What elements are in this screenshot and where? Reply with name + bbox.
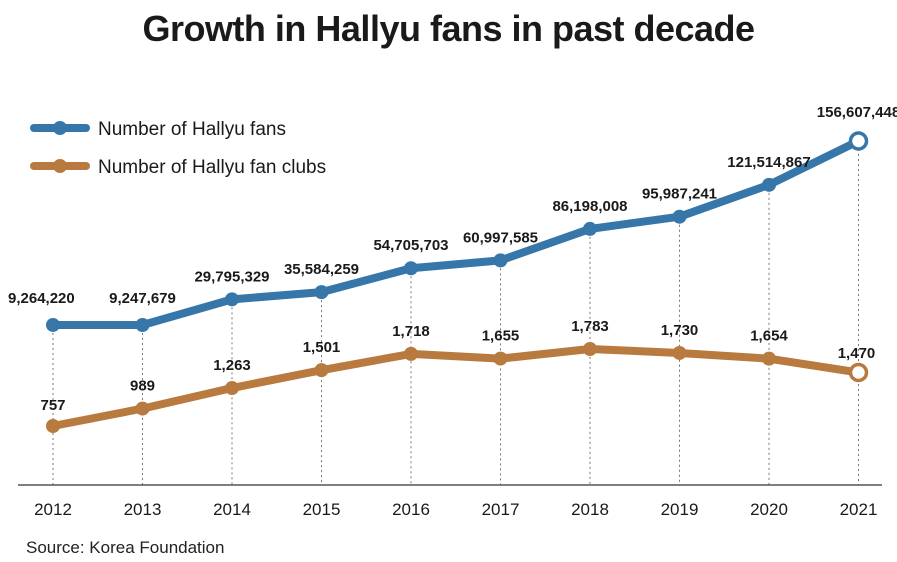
- data-label: 35,584,259: [284, 261, 359, 278]
- data-label: 9,264,220: [8, 290, 75, 307]
- data-labels: 9,264,220 9,247,679 29,795,329 35,584,259 54…: [8, 104, 897, 414]
- legend-swatch-dot: [53, 159, 67, 173]
- data-label: 156,607,448: [817, 104, 897, 121]
- legend-label: Number of Hallyu fan clubs: [98, 157, 326, 178]
- x-tick-label: 2019: [661, 500, 699, 519]
- data-point: [583, 221, 597, 236]
- x-tick-label: 2016: [392, 500, 430, 519]
- data-label: 1,263: [213, 357, 251, 374]
- data-point: [583, 342, 597, 356]
- data-label: 86,198,008: [552, 198, 627, 215]
- data-label: 989: [130, 378, 155, 395]
- data-point: [46, 419, 60, 433]
- legend-label: Number of Hallyu fans: [98, 119, 286, 140]
- x-tick-label: 2012: [34, 500, 72, 519]
- data-point: [404, 261, 418, 276]
- data-label: 121,514,867: [727, 154, 810, 171]
- data-point: [46, 317, 60, 332]
- series-lines: [49, 137, 863, 430]
- legend-swatch-dot: [53, 121, 67, 135]
- line-chart: 2012 2013 2014 2015 2016 2017 2018 2019 2020 2021…: [8, 104, 897, 519]
- data-point: [762, 177, 776, 192]
- data-point: [848, 362, 869, 383]
- data-label: 9,247,679: [109, 290, 176, 307]
- series-line: [49, 345, 863, 430]
- x-tick-label: 2017: [482, 500, 520, 519]
- data-point: [225, 381, 239, 396]
- data-label: 1,655: [482, 328, 520, 345]
- x-tick-label: 2014: [213, 500, 251, 519]
- data-label: 1,730: [661, 322, 699, 339]
- data-label: 95,987,241: [642, 186, 717, 203]
- data-label: 29,795,329: [194, 268, 269, 285]
- legend: Number of Hallyu fans Number of Hallyu fa…: [30, 119, 326, 178]
- data-label: 1,470: [838, 345, 876, 362]
- x-tick-label: 2021: [840, 500, 878, 519]
- data-point: [493, 351, 508, 366]
- x-tick-label: 2018: [571, 500, 609, 519]
- data-label: 60,997,585: [463, 229, 538, 246]
- x-tick-label: 2013: [124, 500, 162, 519]
- x-tick-label: 2015: [303, 500, 341, 519]
- data-label: 1,654: [750, 328, 788, 345]
- data-point: [404, 346, 418, 361]
- data-point: [762, 351, 776, 366]
- data-point: [135, 318, 150, 332]
- data-label: 1,783: [571, 318, 609, 335]
- x-axis-ticks: 2012 2013 2014 2015 2016 2017 2018 2019 2020 2021: [34, 500, 877, 519]
- source-note: Source: Korea Foundation: [26, 538, 225, 557]
- x-tick-label: 2020: [750, 500, 788, 519]
- data-point: [314, 285, 329, 300]
- data-point: [848, 131, 869, 151]
- data-point: [135, 401, 150, 416]
- data-point: [672, 209, 687, 224]
- chart-title: Growth in Hallyu fans in past decade: [142, 8, 755, 49]
- data-label: 1,718: [392, 323, 430, 340]
- series-line: [49, 137, 863, 329]
- data-point: [493, 253, 508, 268]
- data-label: 757: [40, 397, 65, 414]
- data-point: [672, 345, 687, 360]
- data-point: [225, 292, 239, 307]
- data-label: 1,501: [303, 339, 341, 356]
- data-point: [314, 363, 329, 378]
- data-label: 54,705,703: [373, 237, 448, 254]
- data-points: [46, 131, 869, 433]
